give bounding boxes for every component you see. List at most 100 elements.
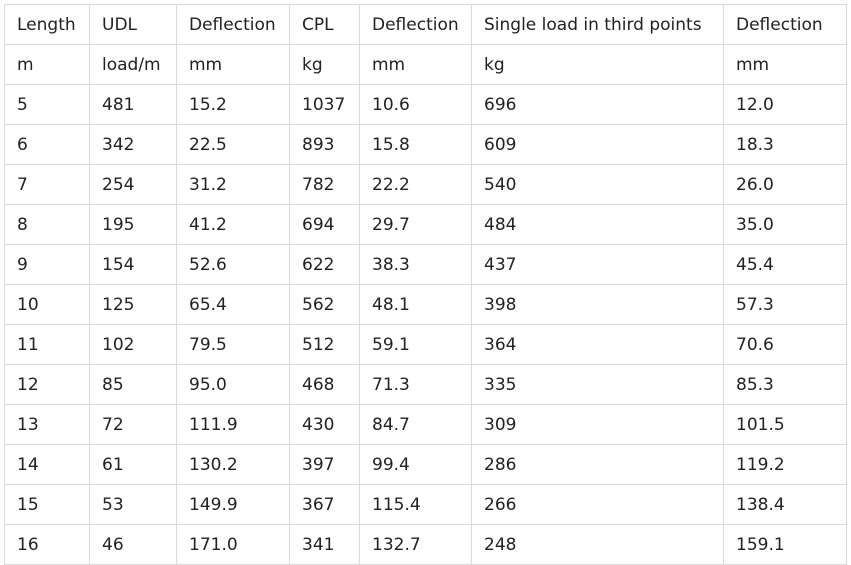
cell-third-points-deflection: 85.3 [723, 364, 847, 405]
table-row: 13 72 111.9 430 84.7 309 101.5 [4, 404, 847, 445]
units-row: m load/m mm kg mm kg mm [4, 44, 847, 85]
header-cell-udl: UDL [89, 4, 177, 45]
cell-length: 8 [4, 204, 90, 245]
table-row: 16 46 171.0 341 132.7 248 159.1 [4, 524, 847, 565]
table-row: 7 254 31.2 782 22.2 540 26.0 [4, 164, 847, 205]
cell-cpl: 430 [289, 404, 360, 445]
cell-cpl: 893 [289, 124, 360, 165]
cell-length: 13 [4, 404, 90, 445]
cell-third-points-deflection: 26.0 [723, 164, 847, 205]
table-row: 9 154 52.6 622 38.3 437 45.4 [4, 244, 847, 285]
cell-udl: 342 [89, 124, 177, 165]
cell-length: 6 [4, 124, 90, 165]
cell-udl: 195 [89, 204, 177, 245]
unit-cell-cpl-deflection: mm [359, 44, 472, 85]
cell-udl-deflection: 79.5 [176, 324, 290, 365]
cell-third-points-load: 398 [471, 284, 724, 325]
cell-third-points-deflection: 57.3 [723, 284, 847, 325]
cell-third-points-load: 364 [471, 324, 724, 365]
cell-udl-deflection: 52.6 [176, 244, 290, 285]
load-deflection-table: Length UDL Deflection CPL Deflection Sin… [4, 4, 847, 565]
cell-length: 12 [4, 364, 90, 405]
unit-cell-third-points-deflection: mm [723, 44, 847, 85]
cell-cpl: 468 [289, 364, 360, 405]
cell-udl-deflection: 65.4 [176, 284, 290, 325]
header-cell-udl-deflection: Deflection [176, 4, 290, 45]
cell-third-points-load: 286 [471, 444, 724, 485]
load-deflection-table-container: Length UDL Deflection CPL Deflection Sin… [4, 4, 847, 565]
cell-udl-deflection: 130.2 [176, 444, 290, 485]
cell-cpl-deflection: 15.8 [359, 124, 472, 165]
cell-udl: 481 [89, 84, 177, 125]
cell-length: 7 [4, 164, 90, 205]
cell-length: 14 [4, 444, 90, 485]
cell-third-points-deflection: 18.3 [723, 124, 847, 165]
cell-cpl: 1037 [289, 84, 360, 125]
header-row: Length UDL Deflection CPL Deflection Sin… [4, 4, 847, 45]
cell-third-points-deflection: 138.4 [723, 484, 847, 525]
cell-cpl-deflection: 22.2 [359, 164, 472, 205]
cell-udl-deflection: 95.0 [176, 364, 290, 405]
cell-length: 16 [4, 524, 90, 565]
cell-cpl-deflection: 10.6 [359, 84, 472, 125]
cell-udl-deflection: 22.5 [176, 124, 290, 165]
cell-third-points-load: 540 [471, 164, 724, 205]
cell-udl-deflection: 41.2 [176, 204, 290, 245]
header-cell-third-points-load: Single load in third points [471, 4, 724, 45]
table-row: 11 102 79.5 512 59.1 364 70.6 [4, 324, 847, 365]
cell-udl-deflection: 111.9 [176, 404, 290, 445]
cell-length: 15 [4, 484, 90, 525]
cell-cpl: 512 [289, 324, 360, 365]
cell-third-points-load: 696 [471, 84, 724, 125]
cell-third-points-deflection: 45.4 [723, 244, 847, 285]
cell-cpl: 694 [289, 204, 360, 245]
cell-cpl: 782 [289, 164, 360, 205]
cell-third-points-load: 266 [471, 484, 724, 525]
table-row: 5 481 15.2 1037 10.6 696 12.0 [4, 84, 847, 125]
cell-third-points-deflection: 35.0 [723, 204, 847, 245]
cell-udl: 254 [89, 164, 177, 205]
cell-third-points-deflection: 159.1 [723, 524, 847, 565]
cell-udl: 85 [89, 364, 177, 405]
cell-cpl: 562 [289, 284, 360, 325]
cell-cpl: 341 [289, 524, 360, 565]
cell-third-points-deflection: 70.6 [723, 324, 847, 365]
cell-cpl-deflection: 132.7 [359, 524, 472, 565]
cell-cpl-deflection: 59.1 [359, 324, 472, 365]
cell-udl-deflection: 149.9 [176, 484, 290, 525]
cell-cpl-deflection: 29.7 [359, 204, 472, 245]
unit-cell-udl-deflection: mm [176, 44, 290, 85]
cell-third-points-deflection: 101.5 [723, 404, 847, 445]
cell-udl-deflection: 31.2 [176, 164, 290, 205]
cell-length: 10 [4, 284, 90, 325]
cell-third-points-deflection: 12.0 [723, 84, 847, 125]
cell-third-points-deflection: 119.2 [723, 444, 847, 485]
unit-cell-length: m [4, 44, 90, 85]
table-row: 14 61 130.2 397 99.4 286 119.2 [4, 444, 847, 485]
table-row: 10 125 65.4 562 48.1 398 57.3 [4, 284, 847, 325]
cell-cpl-deflection: 99.4 [359, 444, 472, 485]
table-row: 15 53 149.9 367 115.4 266 138.4 [4, 484, 847, 525]
header-cell-length: Length [4, 4, 90, 45]
cell-third-points-load: 309 [471, 404, 724, 445]
cell-udl-deflection: 15.2 [176, 84, 290, 125]
cell-third-points-load: 248 [471, 524, 724, 565]
cell-third-points-load: 335 [471, 364, 724, 405]
table-row: 8 195 41.2 694 29.7 484 35.0 [4, 204, 847, 245]
cell-third-points-load: 437 [471, 244, 724, 285]
cell-udl: 125 [89, 284, 177, 325]
cell-udl: 46 [89, 524, 177, 565]
cell-length: 9 [4, 244, 90, 285]
unit-cell-third-points-load: kg [471, 44, 724, 85]
cell-length: 11 [4, 324, 90, 365]
cell-udl-deflection: 171.0 [176, 524, 290, 565]
cell-third-points-load: 609 [471, 124, 724, 165]
cell-length: 5 [4, 84, 90, 125]
unit-cell-cpl: kg [289, 44, 360, 85]
cell-cpl: 397 [289, 444, 360, 485]
unit-cell-udl: load/m [89, 44, 177, 85]
cell-cpl: 367 [289, 484, 360, 525]
cell-cpl-deflection: 115.4 [359, 484, 472, 525]
header-cell-cpl: CPL [289, 4, 360, 45]
cell-cpl-deflection: 84.7 [359, 404, 472, 445]
